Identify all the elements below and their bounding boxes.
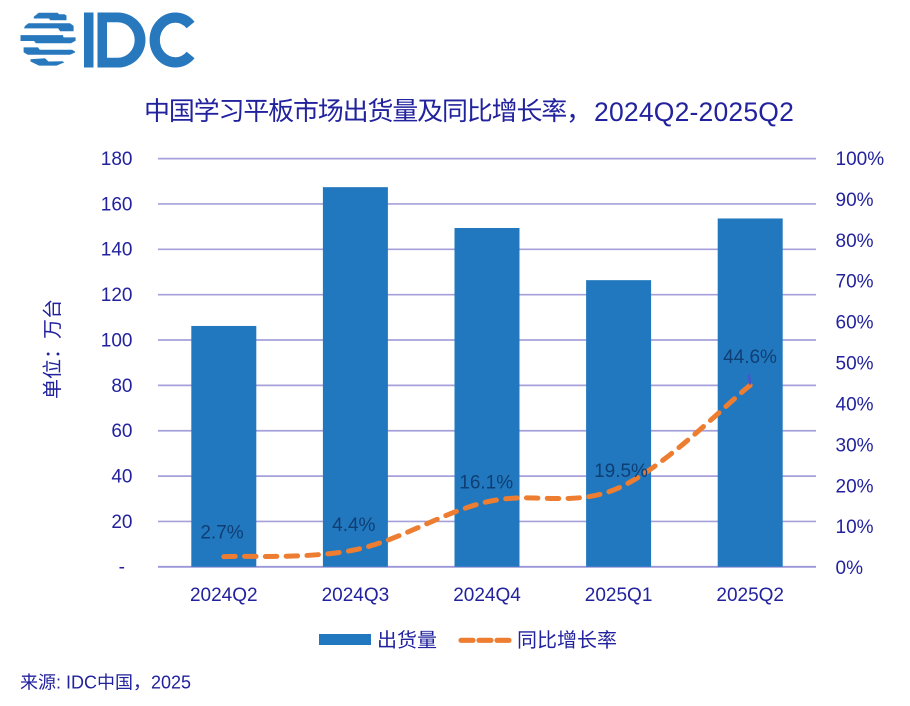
svg-text:2024Q4: 2024Q4 <box>453 585 521 606</box>
svg-text:40: 40 <box>111 466 132 487</box>
svg-text:80%: 80% <box>836 231 874 252</box>
svg-text:-: - <box>119 557 125 578</box>
svg-text:19.5%: 19.5% <box>594 461 648 482</box>
svg-text:70%: 70% <box>836 272 874 293</box>
svg-text:60%: 60% <box>836 313 874 334</box>
svg-text:: IDC: : IDC <box>56 673 97 693</box>
svg-text:2024Q3: 2024Q3 <box>322 585 390 606</box>
svg-text:180: 180 <box>101 149 133 170</box>
svg-text:100: 100 <box>101 330 133 351</box>
svg-text:60: 60 <box>111 421 132 442</box>
svg-text:2025Q2: 2025Q2 <box>716 585 784 606</box>
svg-text:20: 20 <box>111 512 132 533</box>
svg-text:40%: 40% <box>836 394 874 415</box>
svg-text:30%: 30% <box>836 435 874 456</box>
svg-text:160: 160 <box>101 194 133 215</box>
svg-text:0%: 0% <box>836 558 864 579</box>
svg-text:140: 140 <box>101 240 133 261</box>
svg-text:90%: 90% <box>836 190 874 211</box>
svg-text:4.4%: 4.4% <box>332 515 375 536</box>
svg-text:16.1%: 16.1% <box>459 473 513 494</box>
svg-text:10%: 10% <box>836 517 874 538</box>
svg-text:120: 120 <box>101 285 133 306</box>
svg-text:80: 80 <box>111 376 132 397</box>
svg-text:50%: 50% <box>836 354 874 375</box>
svg-text:44.6%: 44.6% <box>723 347 777 368</box>
svg-text:2024Q2-2025Q2: 2024Q2-2025Q2 <box>594 97 794 127</box>
svg-text:20%: 20% <box>836 476 874 497</box>
svg-text:2.7%: 2.7% <box>200 523 243 544</box>
svg-text:2024Q2: 2024Q2 <box>190 585 258 606</box>
svg-text:2025: 2025 <box>151 673 191 693</box>
svg-text:100%: 100% <box>836 149 885 170</box>
svg-text:2025Q1: 2025Q1 <box>585 585 653 606</box>
